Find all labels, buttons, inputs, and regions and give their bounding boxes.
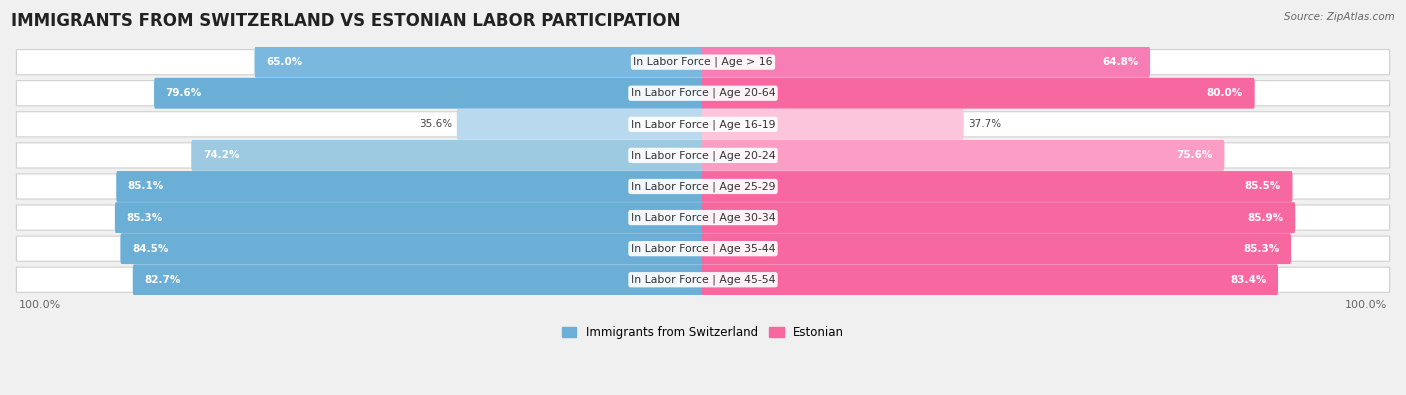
Text: 83.4%: 83.4%: [1230, 275, 1267, 285]
Text: In Labor Force | Age 20-24: In Labor Force | Age 20-24: [631, 150, 775, 161]
Text: 85.3%: 85.3%: [1243, 244, 1279, 254]
Text: 82.7%: 82.7%: [145, 275, 181, 285]
FancyBboxPatch shape: [121, 233, 704, 264]
Text: 85.5%: 85.5%: [1244, 181, 1281, 192]
FancyBboxPatch shape: [702, 233, 1291, 264]
Text: In Labor Force | Age 25-29: In Labor Force | Age 25-29: [631, 181, 775, 192]
Text: In Labor Force | Age > 16: In Labor Force | Age > 16: [633, 57, 773, 68]
Text: In Labor Force | Age 16-19: In Labor Force | Age 16-19: [631, 119, 775, 130]
FancyBboxPatch shape: [115, 202, 704, 233]
Text: Source: ZipAtlas.com: Source: ZipAtlas.com: [1284, 12, 1395, 22]
FancyBboxPatch shape: [702, 78, 1254, 109]
Text: In Labor Force | Age 20-64: In Labor Force | Age 20-64: [631, 88, 775, 98]
Text: 65.0%: 65.0%: [266, 57, 302, 67]
Text: In Labor Force | Age 30-34: In Labor Force | Age 30-34: [631, 213, 775, 223]
FancyBboxPatch shape: [702, 109, 963, 140]
FancyBboxPatch shape: [702, 47, 1150, 77]
FancyBboxPatch shape: [132, 264, 704, 295]
FancyBboxPatch shape: [702, 264, 1278, 295]
Text: 80.0%: 80.0%: [1206, 88, 1243, 98]
FancyBboxPatch shape: [17, 49, 1389, 75]
FancyBboxPatch shape: [17, 174, 1389, 199]
Text: IMMIGRANTS FROM SWITZERLAND VS ESTONIAN LABOR PARTICIPATION: IMMIGRANTS FROM SWITZERLAND VS ESTONIAN …: [11, 12, 681, 30]
Text: 75.6%: 75.6%: [1177, 150, 1213, 160]
Text: 79.6%: 79.6%: [166, 88, 202, 98]
FancyBboxPatch shape: [155, 78, 704, 109]
FancyBboxPatch shape: [702, 171, 1292, 202]
FancyBboxPatch shape: [457, 109, 704, 140]
FancyBboxPatch shape: [17, 236, 1389, 261]
Text: 100.0%: 100.0%: [1346, 300, 1388, 310]
FancyBboxPatch shape: [191, 140, 704, 171]
FancyBboxPatch shape: [702, 202, 1295, 233]
Text: 35.6%: 35.6%: [419, 119, 453, 129]
Text: In Labor Force | Age 45-54: In Labor Force | Age 45-54: [631, 275, 775, 285]
Text: 85.9%: 85.9%: [1247, 213, 1284, 222]
FancyBboxPatch shape: [254, 47, 704, 77]
Legend: Immigrants from Switzerland, Estonian: Immigrants from Switzerland, Estonian: [557, 322, 849, 344]
FancyBboxPatch shape: [17, 143, 1389, 168]
Text: 85.3%: 85.3%: [127, 213, 163, 222]
Text: 100.0%: 100.0%: [18, 300, 60, 310]
FancyBboxPatch shape: [702, 140, 1225, 171]
Text: 64.8%: 64.8%: [1102, 57, 1139, 67]
Text: 37.7%: 37.7%: [967, 119, 1001, 129]
Text: 84.5%: 84.5%: [132, 244, 169, 254]
FancyBboxPatch shape: [17, 81, 1389, 106]
Text: 85.1%: 85.1%: [128, 181, 165, 192]
Text: 74.2%: 74.2%: [202, 150, 239, 160]
FancyBboxPatch shape: [17, 267, 1389, 292]
FancyBboxPatch shape: [17, 205, 1389, 230]
FancyBboxPatch shape: [17, 112, 1389, 137]
FancyBboxPatch shape: [117, 171, 704, 202]
Text: In Labor Force | Age 35-44: In Labor Force | Age 35-44: [631, 243, 775, 254]
